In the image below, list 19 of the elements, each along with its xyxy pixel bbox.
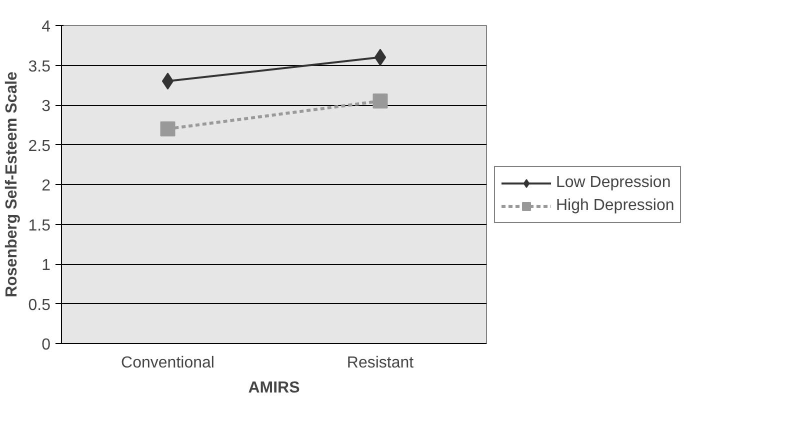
y-tick-label: 2 bbox=[42, 178, 51, 194]
x-tick-label: Conventional bbox=[121, 354, 214, 372]
point bbox=[162, 72, 174, 90]
legend-label: High Depression bbox=[556, 197, 674, 215]
point bbox=[374, 48, 386, 66]
y-tick-label: 0 bbox=[42, 336, 51, 354]
point bbox=[160, 121, 176, 136]
y-tick-label: 3.5 bbox=[28, 58, 51, 76]
legend-label: Low Depression bbox=[556, 174, 671, 192]
y-tick-label: 2.5 bbox=[28, 138, 51, 155]
x-tick-label: Resistant bbox=[346, 354, 414, 372]
y-axis-title: Rosenberg Self-Esteem Scale bbox=[3, 71, 20, 298]
y-tick-label: 4 bbox=[42, 18, 51, 36]
y-tick-label: 1.5 bbox=[28, 217, 51, 234]
point bbox=[372, 94, 388, 109]
y-tick-label: 3 bbox=[42, 98, 51, 115]
x-axis-title: AMIRS bbox=[248, 380, 300, 396]
y-tick-label: 0.5 bbox=[28, 296, 51, 314]
y-tick-label: 1 bbox=[42, 257, 51, 274]
